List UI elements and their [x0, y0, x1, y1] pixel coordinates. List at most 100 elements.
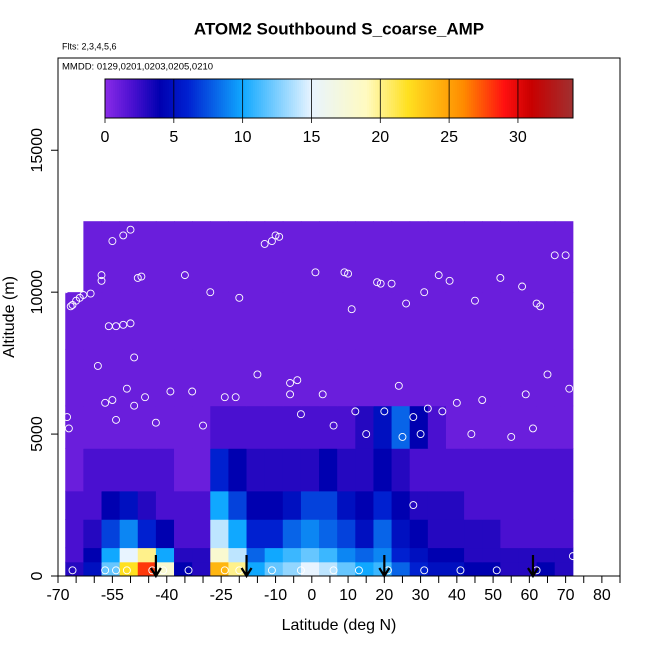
heat-cell	[119, 490, 139, 520]
colorbar-segment	[431, 79, 434, 118]
colorbar-segment	[487, 79, 490, 118]
colorbar-segment	[521, 79, 524, 118]
colorbar-segment	[269, 79, 272, 118]
colorbar-segment	[393, 79, 396, 118]
colorbar-segment	[407, 79, 410, 118]
sample-point	[64, 424, 73, 433]
colorbar-segment	[335, 79, 338, 118]
heat-cell	[319, 348, 338, 407]
heat-cell	[518, 221, 538, 293]
heat-cell	[228, 221, 248, 293]
heat-cell	[554, 348, 574, 407]
heat-cell	[228, 547, 248, 563]
x-tick-label: -55	[101, 587, 124, 604]
sample-point	[220, 393, 229, 402]
colorbar-segment	[369, 79, 372, 118]
heat-cell	[282, 490, 302, 520]
colorbar-segment	[257, 79, 260, 118]
heat-cell	[264, 348, 284, 407]
colorbar-segment	[363, 79, 366, 118]
colorbar-segment	[457, 79, 460, 118]
colorbar-segment	[565, 79, 568, 118]
colorbar-segment	[149, 79, 152, 118]
heat-cell	[210, 292, 229, 350]
x-tick-label: 80	[593, 587, 611, 604]
colorbar-segment	[271, 79, 274, 118]
colorbar-segment	[319, 79, 322, 118]
heat-cell	[536, 561, 556, 577]
colorbar-segment	[529, 79, 532, 118]
heat-cell	[337, 348, 356, 407]
heat-cell	[482, 405, 501, 449]
heat-cell	[174, 348, 193, 407]
colorbar-segment	[361, 79, 364, 118]
sample-point	[467, 430, 476, 439]
heat-cell	[391, 547, 411, 563]
colorbar-segment	[153, 79, 156, 118]
colorbar-segment	[323, 79, 326, 118]
sample-point	[97, 271, 106, 280]
colorbar-segment	[275, 79, 278, 118]
heat-cell	[264, 519, 284, 549]
sample-point	[296, 566, 305, 575]
heat-cell	[101, 490, 121, 520]
colorbar-segment	[557, 79, 560, 118]
colorbar-segment	[567, 79, 570, 118]
colorbar-tick-label: 30	[509, 129, 527, 146]
sample-point	[492, 566, 501, 575]
colorbar-segment	[357, 79, 360, 118]
heat-cell	[482, 292, 501, 350]
sample-point	[271, 231, 280, 240]
heat-cell	[518, 292, 538, 350]
colorbar-segment	[209, 79, 212, 118]
colorbar-segment	[295, 79, 298, 118]
heat-cell	[518, 448, 538, 492]
heat-cell	[536, 490, 556, 520]
heat-cell	[518, 405, 538, 449]
plot-frame	[57, 57, 621, 577]
x-tick-label: 40	[448, 587, 466, 604]
heat-cell	[337, 448, 356, 492]
sample-point	[86, 289, 95, 298]
colorbar-segment	[239, 79, 242, 118]
x-tick-label: -70	[46, 587, 69, 604]
sample-point	[296, 410, 305, 419]
colorbar-segment	[491, 79, 494, 118]
colorbar-segment	[229, 79, 232, 118]
heat-cell	[319, 547, 338, 563]
colorbar-segment	[531, 79, 534, 118]
sample-point	[434, 271, 443, 280]
colorbar-segment	[555, 79, 558, 118]
heat-cell	[464, 348, 483, 407]
sample-point	[351, 407, 360, 416]
heat-cell	[174, 448, 193, 492]
heat-cell	[409, 561, 429, 577]
x-tick-label: -40	[155, 587, 178, 604]
colorbar-segment	[387, 79, 390, 118]
colorbar-tick-label: 20	[371, 129, 389, 146]
colorbar-segment	[333, 79, 336, 118]
heat-cell	[482, 348, 501, 407]
heat-cell	[137, 519, 157, 549]
colorbar-segment	[485, 79, 488, 118]
heat-cell	[391, 448, 411, 492]
heat-cell	[319, 448, 338, 492]
sample-point	[130, 401, 139, 410]
colorbar-segment	[259, 79, 262, 118]
sample-point	[344, 269, 353, 278]
heat-cell	[65, 348, 84, 407]
heat-cell	[155, 221, 175, 293]
heat-cell	[337, 405, 356, 449]
sample-point	[409, 413, 418, 422]
colorbar-segment	[413, 79, 416, 118]
colorbar-segment	[293, 79, 296, 118]
heat-cell	[409, 519, 429, 549]
heat-cell	[536, 448, 556, 492]
colorbar-segment	[181, 79, 184, 118]
heat-cell	[518, 547, 538, 563]
colorbar-segment	[515, 79, 518, 118]
colorbar-segment	[279, 79, 282, 118]
colorbar-segment	[511, 79, 514, 118]
colorbar-segment	[401, 79, 404, 118]
